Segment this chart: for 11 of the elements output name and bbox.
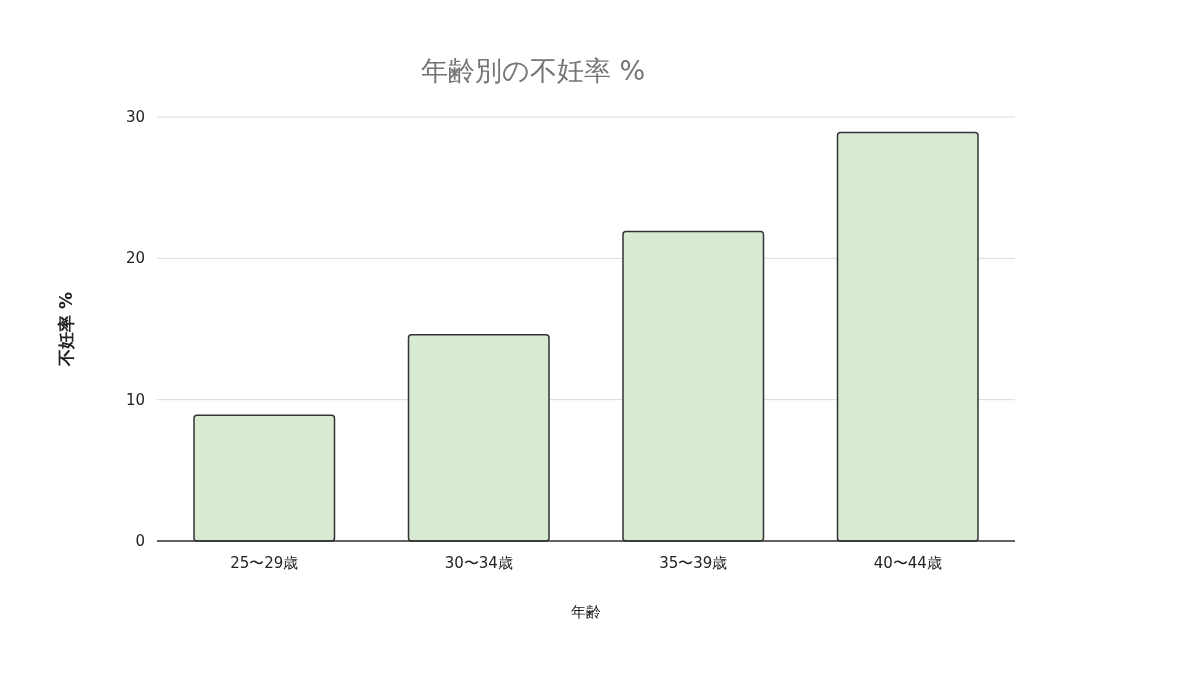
x-tick-label: 35〜39歳 — [659, 554, 728, 572]
x-tick-label: 40〜44歳 — [873, 554, 942, 572]
y-tick-label: 10 — [125, 390, 145, 409]
x-tick-label: 25〜29歳 — [230, 554, 299, 572]
x-axis-title: 年齢 — [571, 603, 601, 621]
x-tick-label: 30〜34歳 — [444, 554, 513, 572]
y-tick-label: 0 — [135, 532, 145, 550]
chart-title: 年齢別の不妊率 % — [420, 55, 646, 86]
y-tick-label: 20 — [125, 249, 145, 268]
y-tick-label: 30 — [125, 108, 145, 126]
y-axis-title: 不妊率 % — [56, 292, 76, 367]
